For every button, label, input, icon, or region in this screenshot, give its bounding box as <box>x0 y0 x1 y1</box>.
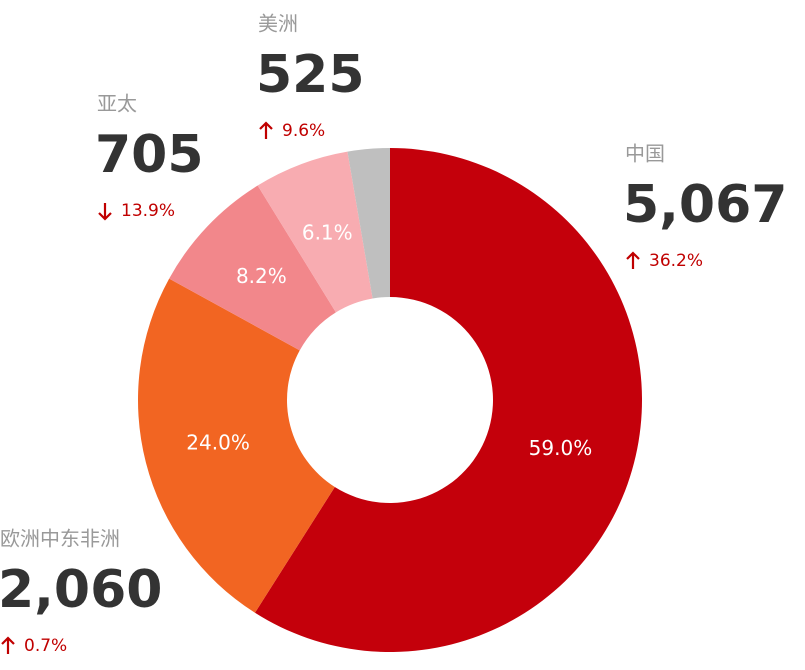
total-value: 5,067 <box>623 175 787 235</box>
category-label: 中国 <box>625 142 665 166</box>
slice <box>137 278 335 613</box>
slice <box>169 185 336 351</box>
total-value: 525 <box>256 45 365 105</box>
slice <box>347 148 390 299</box>
category-label: 欧洲中东非洲 <box>0 527 120 551</box>
slice-label: 8.2% <box>236 264 287 288</box>
change-arrow <box>1 636 15 654</box>
change-value: 13.9% <box>121 201 175 221</box>
slice <box>254 148 642 653</box>
change-value: 0.7% <box>24 636 67 656</box>
total-value: 705 <box>95 125 204 185</box>
slice-label: 6.1% <box>302 220 353 244</box>
category-label: 亚太 <box>97 92 137 116</box>
category-label: 美洲 <box>258 12 298 36</box>
total-value: 2,060 <box>0 560 162 620</box>
change-value: 36.2% <box>649 251 703 271</box>
change-arrow <box>626 251 640 269</box>
change-value: 9.6% <box>282 121 325 141</box>
change-arrow <box>259 121 273 139</box>
slice-label: 24.0% <box>186 431 250 455</box>
slice <box>257 151 373 313</box>
slice-label: 59.0% <box>529 436 593 460</box>
change-arrow <box>98 203 112 221</box>
